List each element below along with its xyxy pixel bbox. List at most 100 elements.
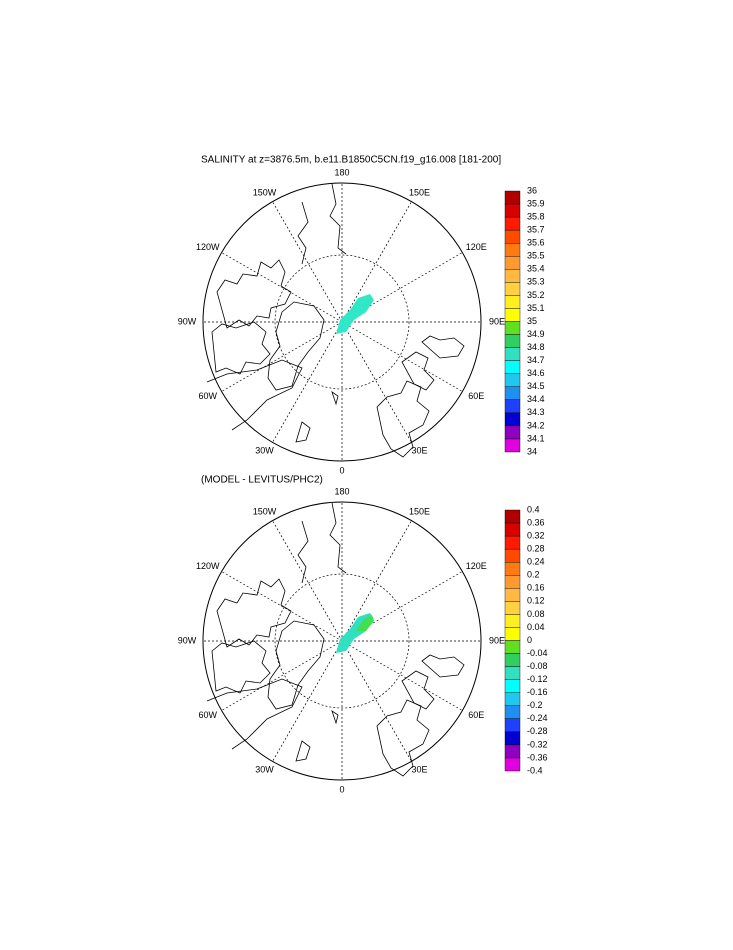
longitude-label: 0 bbox=[339, 784, 344, 794]
coastline bbox=[216, 259, 292, 329]
longitude-label: 60E bbox=[468, 391, 484, 401]
colorbar-box bbox=[504, 321, 521, 335]
meridian bbox=[221, 571, 343, 642]
meridian bbox=[341, 520, 412, 642]
meridian bbox=[221, 640, 343, 711]
colorbar-box bbox=[504, 744, 521, 759]
colorbar-label: 35.6 bbox=[527, 238, 545, 248]
colorbar-box bbox=[504, 679, 521, 693]
colorbar-label: 35.9 bbox=[527, 198, 545, 208]
longitude-label: 120W bbox=[196, 561, 220, 571]
meridian bbox=[221, 252, 343, 323]
longitude-label: 150W bbox=[253, 187, 277, 197]
colorbar-label: -0.08 bbox=[527, 661, 548, 671]
coastline bbox=[295, 391, 339, 443]
coastline bbox=[421, 335, 465, 359]
meridian bbox=[341, 571, 463, 642]
coastline bbox=[267, 620, 325, 710]
colorbar-label: 34.3 bbox=[527, 407, 545, 417]
meridian bbox=[341, 321, 412, 443]
colorbar-box bbox=[504, 575, 521, 589]
longitude-label: 180 bbox=[334, 167, 349, 177]
colorbar-box bbox=[504, 347, 521, 361]
colorbar-label: -0.36 bbox=[527, 752, 548, 762]
latitude-circle bbox=[274, 254, 410, 390]
longitude-label: 150W bbox=[253, 506, 277, 516]
colorbar-box bbox=[504, 535, 521, 550]
colorbar-box bbox=[504, 269, 521, 283]
colorbar-label: 0.28 bbox=[527, 544, 545, 554]
colorbar-label: 35.8 bbox=[527, 211, 545, 221]
colorbar-label: -0.28 bbox=[527, 726, 548, 736]
colorbar-label: 35.2 bbox=[527, 290, 545, 300]
colorbar-box bbox=[504, 653, 521, 667]
colorbar-box bbox=[504, 334, 521, 348]
colorbar-box bbox=[504, 757, 521, 772]
colorbar-label: 36 bbox=[527, 185, 537, 195]
colorbar-box bbox=[504, 308, 521, 322]
colorbar-label: 34.2 bbox=[527, 420, 545, 430]
colorbar-box bbox=[504, 229, 521, 244]
coastline bbox=[401, 670, 435, 710]
map-boundary bbox=[202, 182, 482, 462]
colorbar-box bbox=[504, 438, 521, 453]
colorbar-box bbox=[504, 627, 521, 641]
colorbar-box bbox=[504, 562, 521, 576]
colorbar-label: 0.2 bbox=[527, 570, 540, 580]
panel-title: SALINITY at z=3876.5m, b.e11.B1850C5CN.f… bbox=[201, 155, 501, 166]
colorbar-label: 34.5 bbox=[527, 381, 545, 391]
panel-title: (MODEL - LEVITUS/PHC2) bbox=[201, 475, 323, 486]
map-panel: SALINITY at z=3876.5m, b.e11.B1850C5CN.f… bbox=[178, 155, 545, 476]
meridian bbox=[221, 321, 343, 392]
meridian bbox=[341, 201, 412, 323]
colorbar-box bbox=[504, 731, 521, 746]
map-boundary bbox=[202, 501, 482, 781]
longitude-label: 120W bbox=[196, 242, 220, 252]
longitude-label: 30E bbox=[411, 764, 427, 774]
colorbar-box bbox=[504, 425, 521, 440]
coastline bbox=[401, 351, 435, 391]
coastline bbox=[211, 640, 271, 694]
colorbar-label: 34.1 bbox=[527, 433, 545, 443]
longitude-label: 60W bbox=[199, 710, 218, 720]
colorbar-label: 0.04 bbox=[527, 622, 545, 632]
colorbar-box bbox=[504, 509, 521, 524]
colorbar-label: 0.32 bbox=[527, 530, 545, 540]
colorbar-label: -0.24 bbox=[527, 713, 548, 723]
colorbar-box bbox=[504, 242, 521, 257]
longitude-label: 90E bbox=[489, 316, 505, 326]
colorbar-label: 34.8 bbox=[527, 342, 545, 352]
coastline bbox=[376, 699, 430, 777]
colorbar-box bbox=[504, 588, 521, 602]
colorbar-label: 35.1 bbox=[527, 303, 545, 313]
coastline bbox=[206, 359, 303, 431]
map-panel: (MODEL - LEVITUS/PHC2) 0 30E 60E 90E 120E 150E… bbox=[178, 475, 548, 795]
colorbar-box bbox=[504, 216, 521, 231]
colorbar-label: 0.36 bbox=[527, 517, 545, 527]
meridian bbox=[341, 640, 412, 762]
longitude-label: 150E bbox=[409, 506, 430, 516]
longitude-label: 30W bbox=[255, 764, 274, 774]
colorbar-label: 0.4 bbox=[527, 504, 540, 514]
colorbar-label: 35 bbox=[527, 316, 537, 326]
meridian bbox=[341, 321, 463, 392]
coastline bbox=[297, 502, 347, 584]
colorbar-label: -0.2 bbox=[527, 700, 543, 710]
meridian bbox=[272, 321, 343, 443]
colorbar-label: 34.4 bbox=[527, 394, 545, 404]
colorbar-label: 0.08 bbox=[527, 609, 545, 619]
coastline bbox=[295, 710, 339, 762]
colorbar-box bbox=[504, 640, 521, 654]
colorbar-label: -0.04 bbox=[527, 648, 548, 658]
meridian bbox=[272, 640, 343, 762]
colorbar-label: -0.12 bbox=[527, 674, 548, 684]
colorbar-box bbox=[504, 692, 521, 706]
colorbar-label: 34.7 bbox=[527, 355, 545, 365]
colorbar-box bbox=[504, 282, 521, 296]
longitude-label: 60W bbox=[199, 391, 218, 401]
longitude-label: 60E bbox=[468, 710, 484, 720]
longitude-label: 120E bbox=[466, 561, 487, 571]
latitude-circle bbox=[274, 573, 410, 709]
colorbar-label: -0.32 bbox=[527, 739, 548, 749]
